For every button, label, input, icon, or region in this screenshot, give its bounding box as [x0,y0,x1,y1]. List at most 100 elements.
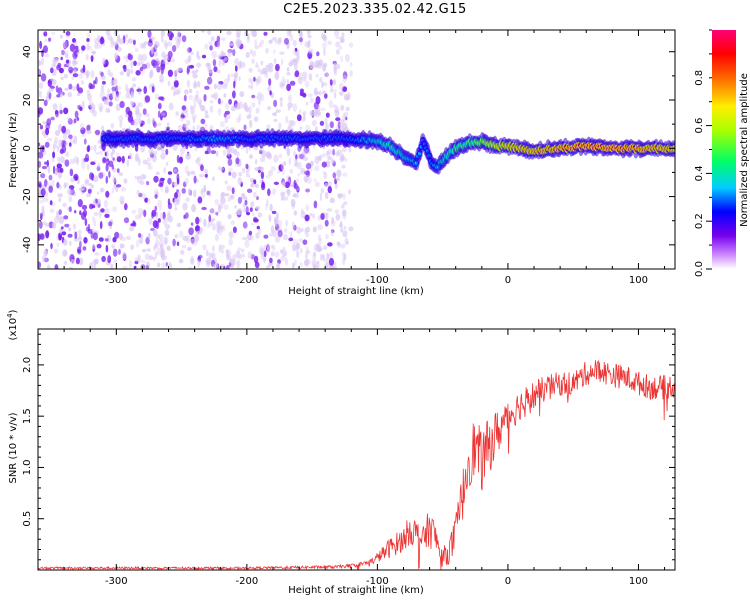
noise-dot [137,207,143,216]
noise-dot [56,94,61,98]
noise-dot [273,118,278,123]
noise-dot [133,118,138,127]
noise-dot [303,175,309,183]
noise-dot [176,154,180,164]
noise-dot [112,157,115,161]
noise-dot [93,264,97,269]
noise-dot [86,129,92,135]
noise-dot [342,193,346,200]
noise-dot [226,185,232,192]
noise-dot [153,175,159,183]
noise-dot [126,159,130,168]
y-tick-label: 20 [22,94,33,107]
noise-dot [218,59,222,67]
noise-dot [38,183,42,188]
noise-dot [197,98,203,105]
noise-dot [299,247,303,254]
noise-dot [334,209,339,214]
noise-dot [342,172,348,177]
noise-dot [341,122,348,131]
noise-dot [305,124,311,132]
noise-dot [327,40,332,45]
noise-dot [297,173,301,177]
noise-dot [160,252,164,259]
noise-dot [253,76,256,82]
noise-dot [125,106,131,115]
noise-dot [79,240,82,249]
noise-dot [322,81,328,87]
noise-dot [63,107,69,115]
noise-dot [204,115,210,119]
noise-dot [57,156,61,164]
noise-dot [175,40,180,49]
noise-dot [259,149,263,155]
noise-dot [312,251,317,257]
noise-dot [184,89,189,95]
noise-dot [327,242,333,247]
noise-dot [279,97,283,102]
noise-dot [110,263,114,269]
noise-dot [45,230,50,239]
noise-dot [293,210,298,216]
noise-dot [138,90,142,96]
noise-dot [231,171,237,179]
noise-dot [60,91,63,98]
noise-dot [123,217,130,224]
noise-dot [294,70,300,78]
noise-dot [295,245,299,251]
noise-dot [177,67,183,72]
noise-dot [39,145,44,153]
noise-dot [95,198,98,204]
noise-dot [270,244,275,249]
noise-dot [305,188,310,193]
noise-dot [167,177,172,185]
noise-dot [147,40,153,47]
noise-dot [343,157,348,162]
noise-dot [348,42,354,48]
noise-dot [61,231,67,236]
noise-dot [258,99,261,106]
noise-dot [325,71,329,78]
noise-dot [231,105,236,112]
noise-dot [204,173,208,178]
noise-dot [185,126,189,131]
noise-dot [211,51,217,59]
noise-dot [96,191,100,195]
noise-dot [41,221,47,226]
noise-dot [152,60,158,69]
noise-dot [143,86,147,94]
noise-dot [87,46,93,51]
noise-dot [173,168,178,173]
noise-dot [78,257,84,266]
noise-dot [50,85,55,89]
noise-dot [340,55,344,63]
noise-dot [56,182,60,189]
noise-dot [127,38,133,44]
noise-dot [138,213,142,219]
noise-dot [41,57,44,66]
noise-dot [154,194,158,199]
noise-dot [159,205,162,211]
noise-dot [341,32,345,37]
noise-dot [218,244,222,253]
noise-dot [58,67,64,74]
noise-dot [70,177,75,182]
noise-dot [172,143,178,151]
noise-dot [58,209,62,216]
noise-dot [288,237,294,242]
noise-dot [204,43,209,50]
noise-dot [246,33,250,40]
noise-dot [104,238,109,242]
noise-dot [190,222,194,226]
noise-dot [249,49,253,54]
noise-dot [141,53,147,62]
noise-dot [128,226,135,232]
noise-dot [344,237,349,246]
noise-dot [165,185,169,194]
noise-dot [209,100,214,104]
noise-dot [92,110,97,117]
noise-dot [137,254,141,263]
noise-dot [156,247,161,256]
noise-dot [286,30,292,37]
noise-dot [195,216,200,225]
